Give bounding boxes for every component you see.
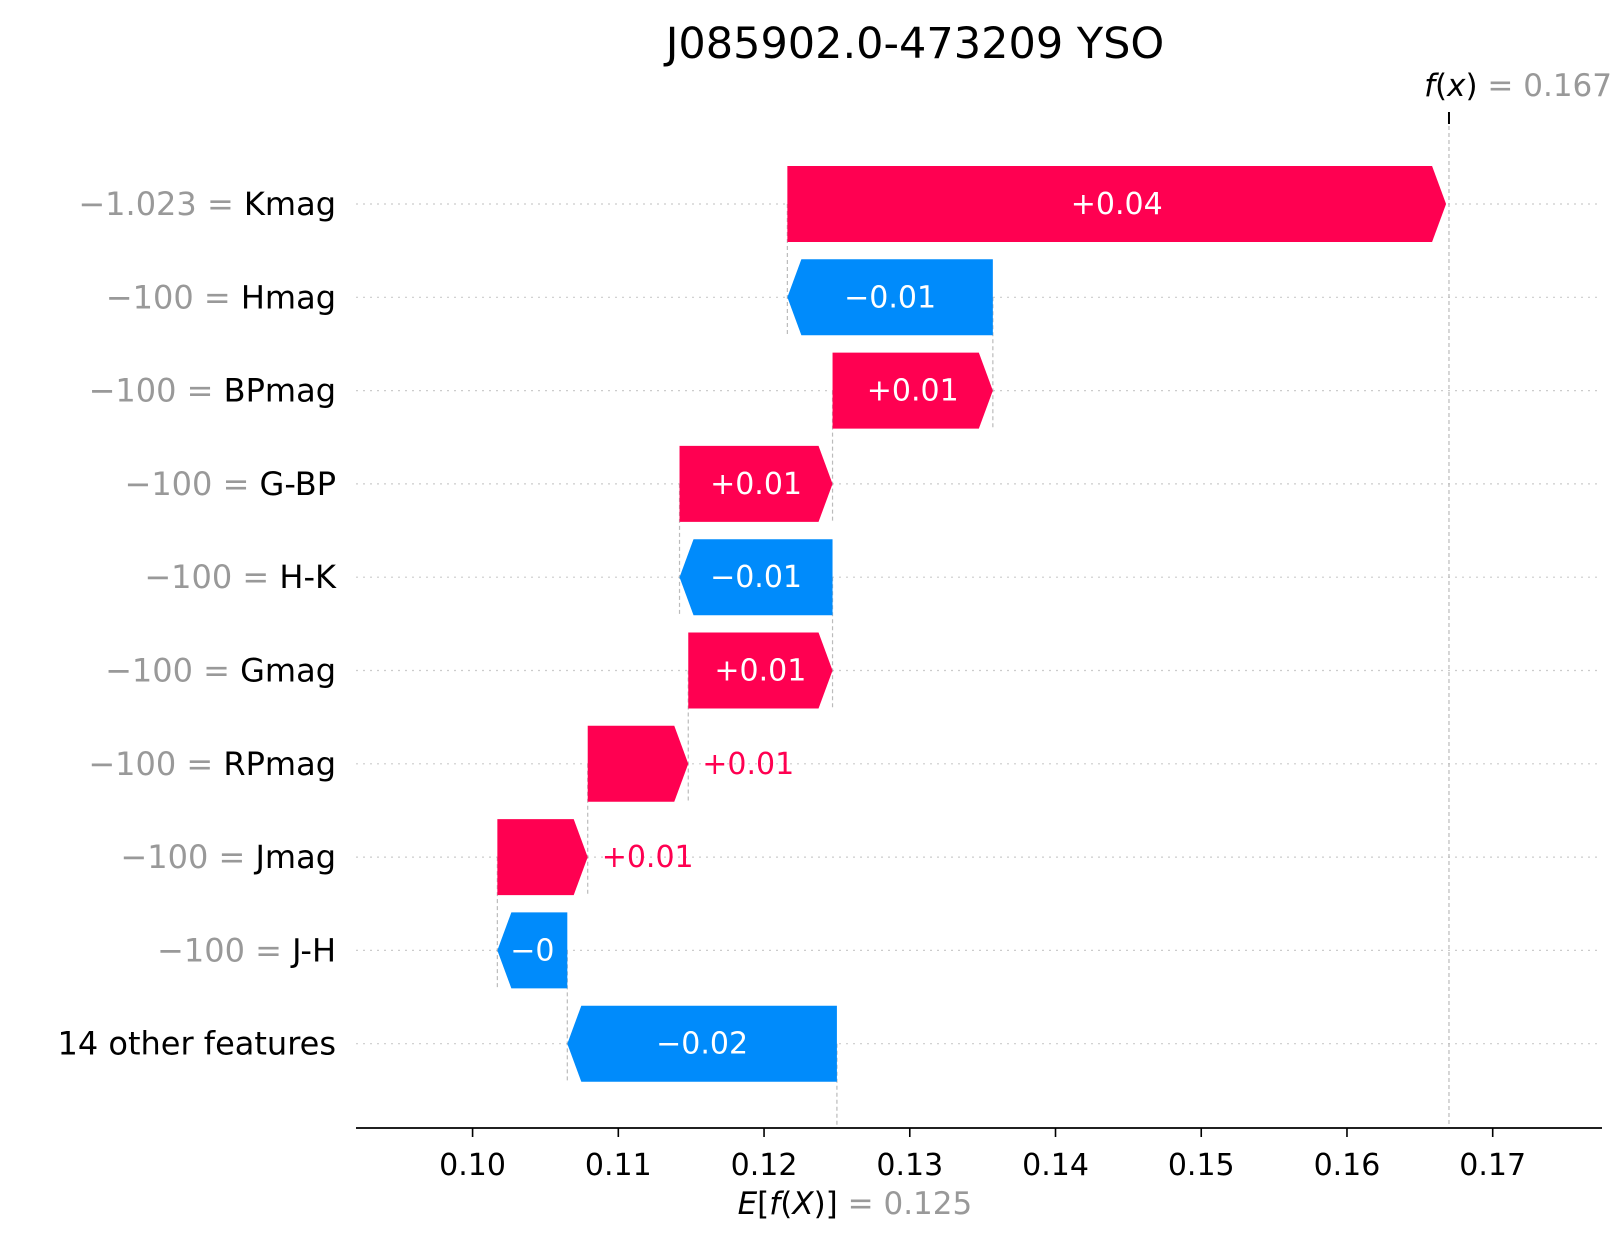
feature-value: −100 <box>120 838 208 876</box>
feature-value: −100 <box>157 931 245 969</box>
equals-sign: = <box>208 838 255 876</box>
feature-name: Kmag <box>244 185 336 223</box>
feature-value: −100 <box>88 745 176 783</box>
bar-value-label: −0.01 <box>844 280 936 315</box>
x-tick-label: 0.13 <box>876 1148 943 1183</box>
expected-value-label: E[f(X)] = 0.125 <box>738 1186 973 1222</box>
feature-label: −100 = H-K <box>144 558 337 596</box>
equals-sign: = <box>177 372 224 410</box>
equals-sign: = <box>194 278 241 316</box>
equals-sign: = <box>176 745 223 783</box>
feature-label: −100 = G-BP <box>125 465 337 503</box>
bar-value-label: −0.02 <box>656 1027 748 1062</box>
waterfall-bar <box>567 1005 837 1082</box>
base-value: 0.125 <box>883 1186 972 1222</box>
waterfall-bar <box>787 166 1447 242</box>
feature-name: 14 other features <box>57 1025 336 1063</box>
x-axis: 0.10 0.11 0.12 0.13 0.14 0.15 0.16 0.17 <box>356 1127 1602 1183</box>
feature-labels: −1.023 = Kmag−100 = Hmag−100 = BPmag−100… <box>57 185 337 1063</box>
bar-value-label: +0.04 <box>1071 187 1163 222</box>
feature-name: H-K <box>279 558 337 596</box>
feature-value: −100 <box>144 558 232 596</box>
feature-label: −100 = Jmag <box>120 838 336 876</box>
reference-labels: E[f(X)] = 0.125 f(x) = 0.167 <box>738 68 1612 1222</box>
output-value-label: f(x) = 0.167 <box>1424 68 1612 104</box>
feature-value: −100 <box>106 278 194 316</box>
x-tick-label: 0.16 <box>1314 1148 1381 1183</box>
bar-value-label: −0 <box>510 933 554 968</box>
equals-sign: = <box>197 185 244 223</box>
feature-name: Gmag <box>240 652 336 690</box>
waterfall-bar <box>497 912 568 989</box>
x-tick-label: 0.15 <box>1168 1148 1235 1183</box>
equals-sign: = <box>193 652 240 690</box>
waterfall-bar <box>832 352 993 429</box>
bar-value-label: +0.01 <box>710 467 802 502</box>
feature-name: Hmag <box>241 278 336 316</box>
feature-name: G-BP <box>260 465 336 503</box>
x-tick-label: 0.17 <box>1459 1148 1526 1183</box>
feature-value: −100 <box>105 652 193 690</box>
feature-name: RPmag <box>223 745 336 783</box>
x-tick-label: 0.14 <box>1022 1148 1089 1183</box>
waterfall-bar <box>679 445 833 522</box>
x-tick-label: 0.12 <box>731 1148 798 1183</box>
chart-title: J085902.0-473209 YSO <box>663 19 1165 69</box>
bar-value-label: +0.01 <box>714 654 806 689</box>
feature-value: −100 <box>89 372 177 410</box>
waterfall-bar <box>497 819 588 896</box>
feature-label: −100 = Gmag <box>105 652 336 690</box>
feature-value: −1.023 <box>78 185 196 223</box>
waterfall-bar <box>787 259 993 336</box>
output-value: 0.167 <box>1523 68 1612 104</box>
feature-name: Jmag <box>253 838 336 876</box>
equals-sign: = <box>212 465 259 503</box>
waterfall-bar <box>679 539 833 616</box>
feature-name: J-H <box>290 931 336 969</box>
feature-label: −100 = BPmag <box>89 372 336 410</box>
feature-label: −1.023 = Kmag <box>78 185 336 223</box>
waterfall-bar <box>688 632 833 709</box>
bar-value-label: +0.01 <box>702 747 794 782</box>
bar-value-label: +0.01 <box>867 374 959 409</box>
equals-sign: = <box>245 931 292 969</box>
feature-name: BPmag <box>224 372 336 410</box>
x-tick-label: 0.11 <box>585 1148 652 1183</box>
feature-label: −100 = J-H <box>157 931 336 969</box>
bar-value-label: −0.01 <box>710 560 802 595</box>
feature-value: −100 <box>125 465 213 503</box>
bar-value-label: +0.01 <box>602 840 694 875</box>
feature-label: −100 = RPmag <box>88 745 336 783</box>
equals-sign: = <box>1478 68 1524 104</box>
equals-sign: = <box>232 558 279 596</box>
feature-label: −100 = Hmag <box>106 278 336 316</box>
waterfall-bar <box>587 725 689 802</box>
equals-sign: = <box>838 1186 884 1222</box>
bars: +0.04 −0.01 +0.01 +0.01 −0.01 +0.01 +0.01 +0.01… <box>497 166 1447 1082</box>
x-tick-label: 0.10 <box>439 1148 506 1183</box>
feature-label: 14 other features <box>57 1025 336 1063</box>
